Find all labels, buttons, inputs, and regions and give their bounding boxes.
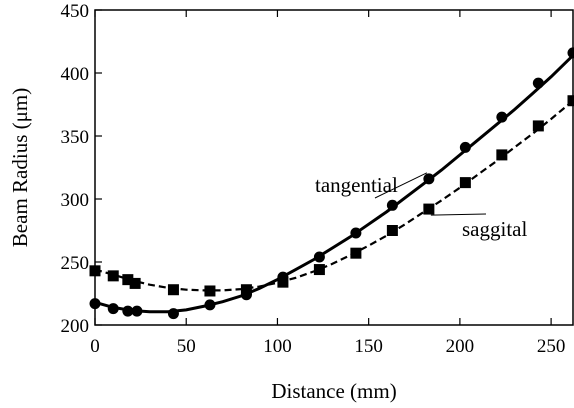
- plot-frame: [94, 9, 574, 326]
- x-tick-label: 200: [446, 336, 475, 357]
- data-point-saggital: [459, 177, 471, 189]
- data-point-tangential: [459, 141, 471, 153]
- data-point-saggital: [532, 120, 544, 132]
- data-point-tangential: [532, 77, 544, 89]
- annotation-tangential: tangential: [315, 173, 398, 197]
- x-tick-label: 250: [537, 336, 566, 357]
- annotation-leader: [430, 213, 487, 216]
- data-point-tangential: [496, 111, 508, 123]
- data-point-tangential: [350, 227, 362, 239]
- x-tick-label: 100: [263, 336, 292, 357]
- data-point-tangential: [131, 305, 143, 317]
- data-point-saggital: [313, 264, 325, 276]
- data-point-saggital: [240, 284, 252, 296]
- data-point-saggital: [423, 203, 435, 215]
- data-point-tangential: [122, 305, 134, 317]
- data-point-saggital: [567, 95, 574, 107]
- data-point-saggital: [122, 274, 134, 286]
- axis-ticks: 0 50 100 150 200 250 200 250 300 350 400 450: [61, 1, 566, 357]
- data-point-saggital: [107, 270, 119, 282]
- data-point-tangential: [167, 308, 179, 320]
- y-tick-label: 450: [61, 1, 90, 22]
- x-tick-label: 50: [177, 336, 196, 357]
- y-tick-label: 250: [61, 253, 90, 274]
- data-point-tangential: [313, 251, 325, 263]
- y-tick-label: 400: [61, 64, 90, 85]
- annotation-saggital: saggital: [462, 217, 527, 241]
- data-point-tangential: [423, 173, 435, 185]
- data-point-saggital: [129, 277, 141, 289]
- annotation-leader: [374, 172, 428, 199]
- annotations: tangential saggital: [315, 172, 527, 241]
- data-point-saggital: [496, 149, 508, 161]
- x-tick-label: 150: [354, 336, 383, 357]
- data-point-saggital: [167, 284, 179, 296]
- data-point-tangential: [107, 303, 119, 315]
- data-point-saggital: [204, 285, 216, 297]
- y-tick-label: 200: [61, 316, 90, 337]
- y-tick-label: 300: [61, 190, 90, 211]
- x-tick-label: 0: [90, 336, 100, 357]
- data-point-tangential: [386, 199, 398, 211]
- data-point-saggital: [386, 225, 398, 236]
- x-axis-title: Distance (mm): [271, 379, 396, 403]
- data-point-saggital: [350, 247, 362, 259]
- y-tick-label: 350: [61, 127, 90, 148]
- data-point-tangential: [204, 299, 216, 311]
- y-axis-title: Beam Radius (μm): [8, 88, 32, 247]
- data-point-saggital: [277, 276, 289, 288]
